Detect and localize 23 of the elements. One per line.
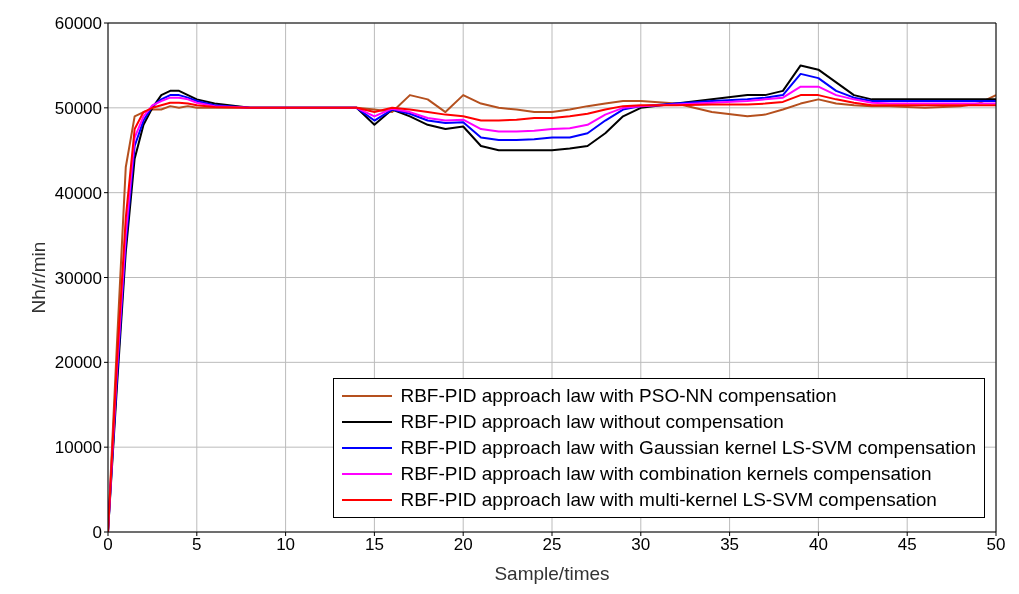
x-tick-label: 15 <box>364 535 384 555</box>
x-tick-label: 20 <box>453 535 473 555</box>
legend-label: RBF-PID approach law with combination kernels compensation <box>400 462 932 486</box>
legend-label: RBF-PID approach law with multi-kernel LS-SVM compensation <box>400 488 937 512</box>
legend-label: RBF-PID approach law with Gaussian kernel LS-SVM compensation <box>400 436 976 460</box>
x-tick-label: 45 <box>897 535 917 555</box>
x-tick-label: 5 <box>192 535 202 555</box>
x-tick-label: 35 <box>720 535 740 555</box>
x-tick-label: 50 <box>986 535 1006 555</box>
y-tick-label: 50000 <box>54 98 102 118</box>
y-tick-label: 40000 <box>54 183 102 203</box>
y-axis-title: Nh/r/min <box>27 241 49 314</box>
x-tick-label: 40 <box>808 535 828 555</box>
legend-label: RBF-PID approach law with PSO-NN compensation <box>400 384 837 408</box>
y-tick-label: 10000 <box>54 438 102 458</box>
x-tick-label: 30 <box>631 535 651 555</box>
x-tick-label: 10 <box>276 535 296 555</box>
y-tick-label: 30000 <box>54 268 102 288</box>
y-tick-label: 20000 <box>54 353 102 373</box>
x-axis-title: Sample/times <box>494 563 610 584</box>
y-tick-label: 60000 <box>54 14 102 34</box>
x-tick-label: 25 <box>542 535 562 555</box>
legend-label: RBF-PID approach law without compensation <box>400 410 784 434</box>
